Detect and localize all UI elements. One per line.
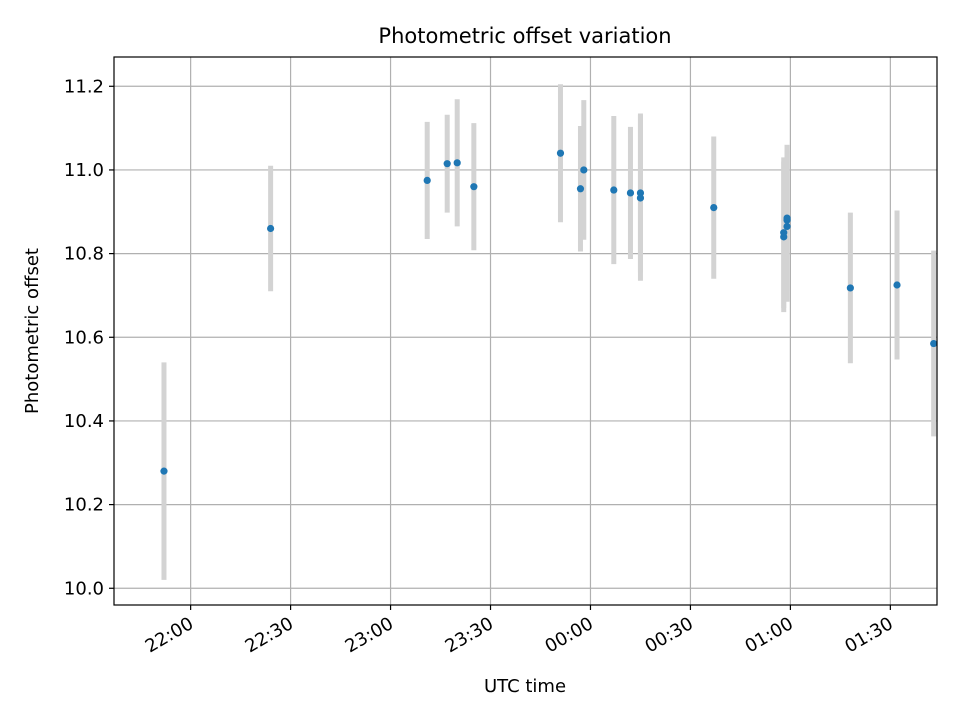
data-point <box>780 229 788 237</box>
data-point <box>470 183 478 191</box>
data-point <box>846 284 854 292</box>
x-axis-label: UTC time <box>484 676 566 697</box>
y-tick-label: 11.2 <box>64 76 104 97</box>
data-point <box>783 214 791 222</box>
data-points <box>160 149 938 475</box>
y-tick-label: 10.2 <box>64 495 104 516</box>
data-point <box>893 281 901 289</box>
y-tick-label: 11.0 <box>64 160 104 181</box>
data-point <box>443 160 451 168</box>
y-tick-label: 10.6 <box>64 327 104 348</box>
data-point <box>710 203 718 212</box>
data-point <box>636 194 645 202</box>
data-point <box>423 176 431 185</box>
y-tick-label: 10.0 <box>64 578 104 599</box>
grid-lines <box>114 57 937 605</box>
data-point <box>160 467 168 475</box>
plot-frame <box>113 56 938 606</box>
y-tick-label: 10.8 <box>64 244 104 265</box>
y-axis-label: Photometric offset <box>22 248 43 414</box>
data-point <box>580 166 588 174</box>
data-point <box>930 339 938 348</box>
data-point <box>610 186 618 194</box>
chart-title: Photometric offset variation <box>378 24 671 48</box>
data-point <box>576 185 585 193</box>
data-point <box>626 189 635 197</box>
data-point <box>453 159 461 167</box>
y-tick-label: 10.4 <box>64 411 104 432</box>
data-point <box>556 149 565 157</box>
data-point <box>783 222 791 231</box>
data-point <box>267 224 275 233</box>
data-point <box>636 189 645 197</box>
